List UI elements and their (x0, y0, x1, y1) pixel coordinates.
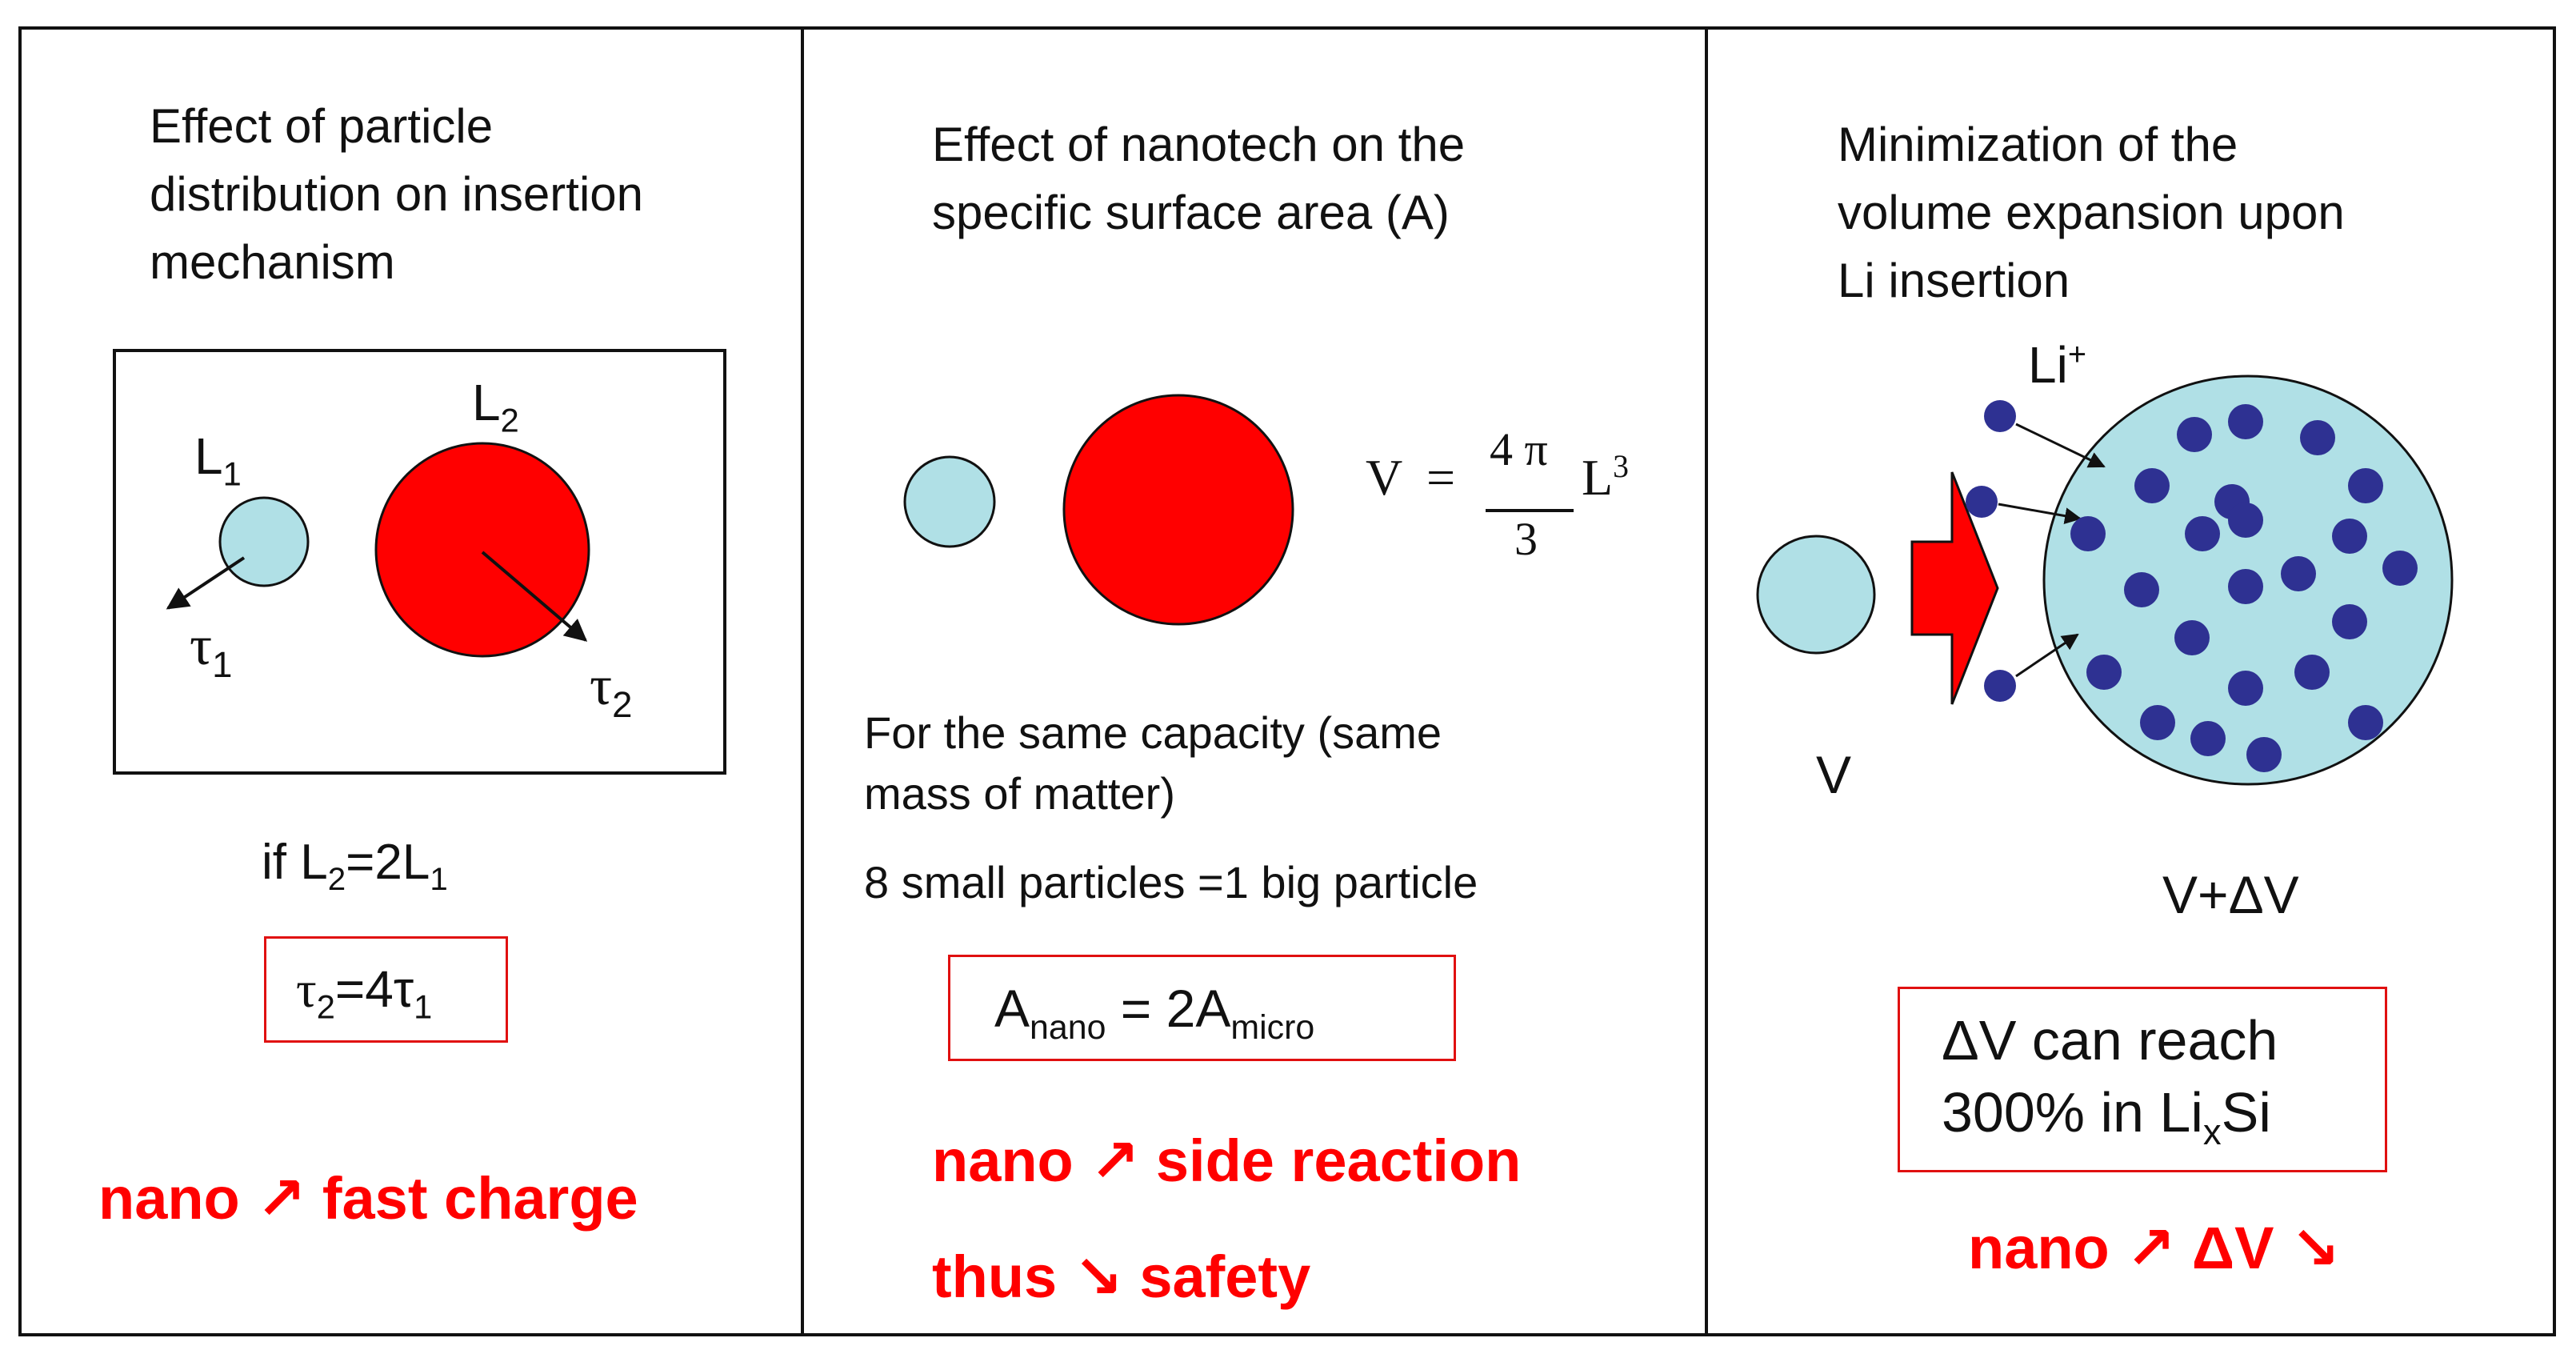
incoming-li-ions (1966, 400, 2106, 702)
particles-text: 8 small particles =1 big particle (864, 857, 1478, 907)
formula-v: V (1366, 449, 1403, 506)
li-arrow (1998, 503, 2082, 525)
panel2-title: Effect of nanotech on the specific surfa… (932, 110, 1465, 246)
li-atom (2185, 516, 2220, 551)
li-atom (2086, 655, 2122, 690)
panel1-title-line: mechanism (150, 235, 395, 289)
label-tau1: τ1 (190, 615, 233, 685)
panel2-conclusion: nano ↗ side reaction thus ↘ safety (932, 1103, 1521, 1335)
li-ion-label: Li+ (2028, 336, 2086, 394)
formula-denominator: 3 (1514, 513, 1538, 565)
result-box (264, 936, 508, 1043)
li-atom (2124, 572, 2159, 607)
li-atom (2228, 671, 2263, 706)
large-particle-p2 (1062, 394, 1294, 626)
capacity-text: For the same capacity (same mass of matt… (864, 703, 1442, 824)
expansion-box (1898, 987, 2387, 1172)
panel2-conclusion-line: nano ↗ side reaction (932, 1128, 1522, 1194)
area-formula: Anano = 2Amicro (994, 979, 1315, 1047)
expansion-arrow (1910, 471, 1999, 705)
li-atom (2246, 737, 2282, 772)
result-text: τ2=4τ1 (296, 960, 433, 1026)
panel3-conclusion: nano ↗ ΔV ↘ (1968, 1215, 2340, 1281)
panel2-title-line: Effect of nanotech on the (932, 118, 1466, 171)
area-box (948, 955, 1456, 1061)
small-particle-p2 (903, 455, 996, 548)
v-label: V (1816, 745, 1852, 804)
outer-frame (18, 26, 2556, 1336)
li-atom (2228, 569, 2263, 604)
li-atom (2190, 721, 2226, 756)
li-ion (1984, 400, 2016, 432)
li-atom (2348, 468, 2383, 503)
panel2-title-line: specific surface area (A) (932, 186, 1450, 239)
expansion-box-line-2: 300% in LixSi (1942, 1081, 2271, 1152)
panel3-title-line: Minimization of the (1838, 118, 2238, 171)
label-tau2: τ2 (590, 655, 633, 725)
li-atom (2140, 705, 2175, 740)
expansion-box-line-1: ΔV can reach (1942, 1009, 2278, 1072)
li-atom (2300, 420, 2335, 455)
panel1-conclusion: nano ↗ fast charge (98, 1165, 638, 1232)
formula-equals: = (1426, 449, 1456, 506)
small-particle-l1 (218, 496, 310, 587)
capacity-text-line: For the same capacity (same (864, 707, 1442, 758)
panel2-conclusion-line: thus ↘ safety (932, 1244, 1311, 1310)
label-l1: L1 (194, 427, 242, 493)
li-atom (2348, 705, 2383, 740)
li-arrow (2015, 423, 2106, 468)
li-atom (2382, 551, 2418, 586)
li-atom (2134, 468, 2170, 503)
tau2-arrow (481, 551, 588, 642)
li-atom (2070, 516, 2106, 551)
panel1-title-line: Effect of particle (150, 99, 494, 153)
panel3-title: Minimization of the volume expansion upo… (1838, 110, 2345, 314)
inserted-li-atoms (2070, 404, 2418, 772)
formula-numerator: 4 π (1490, 423, 1548, 475)
li-atom (2177, 417, 2212, 452)
panel3-title-line: volume expansion upon (1838, 186, 2345, 239)
capacity-text-line: mass of matter) (864, 768, 1175, 819)
label-l2: L2 (472, 374, 519, 439)
li-ion (1984, 670, 2016, 702)
li-atom (2228, 404, 2263, 439)
li-atom (2294, 655, 2330, 690)
li-atom (2281, 556, 2316, 591)
condition-text: if L2=2L1 (262, 835, 448, 898)
formula-l: L3 (1582, 449, 1629, 506)
tau1-arrow (166, 556, 246, 610)
panel1-title: Effect of particle distribution on inser… (150, 92, 643, 296)
li-ion (1966, 486, 1998, 518)
particle-diagram-frame (113, 349, 726, 775)
li-atom (2174, 620, 2210, 655)
li-atom (2332, 604, 2367, 639)
li-arrow (2015, 633, 2079, 678)
large-particle-l2 (374, 442, 590, 658)
v-plus-dv-label: V+ΔV (2162, 865, 2299, 924)
li-atom (2228, 503, 2263, 538)
panel1-title-line: distribution on insertion (150, 167, 644, 221)
li-atom (2332, 519, 2367, 554)
panel3-title-line: Li insertion (1838, 254, 2070, 307)
particle-v (1756, 535, 1876, 655)
